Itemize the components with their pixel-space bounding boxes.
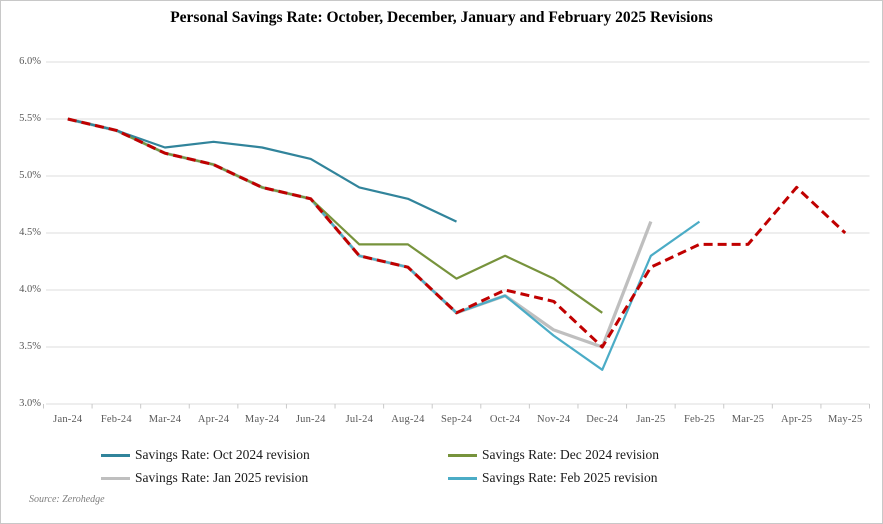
x-axis-label: Apr-25 — [780, 414, 813, 425]
legend-label: Savings Rate: Jan 2025 revision — [135, 470, 309, 485]
x-axis-label: Jul-24 — [345, 414, 374, 425]
x-axis-label: Nov-24 — [537, 414, 571, 425]
legend-item: Savings Rate: Dec 2024 revision — [448, 447, 728, 463]
y-axis-label: 6.0% — [19, 56, 41, 67]
x-axis-label: Oct-24 — [489, 414, 521, 425]
legend-item: Savings Rate: Feb 2025 revision — [448, 470, 728, 486]
y-axis-label: 5.5% — [19, 113, 41, 124]
legend-swatch — [448, 476, 477, 480]
source-note: Source: Zerohedge — [29, 494, 105, 505]
x-axis-label: Mar-24 — [148, 414, 182, 425]
y-axis-label: 3.0% — [19, 398, 41, 409]
x-axis-label: Feb-24 — [100, 414, 132, 425]
x-axis-label: Jun-24 — [295, 414, 326, 425]
series-line-unlabeled-red-dashed — [67, 117, 847, 349]
legend-swatch — [448, 453, 477, 457]
x-axis-label: Apr-24 — [197, 414, 230, 425]
legend-label: Savings Rate: Feb 2025 revision — [482, 470, 658, 485]
chart-legend: Savings Rate: Oct 2024 revision Savings R… — [101, 447, 728, 486]
series-line-savings-rate-dec-2024-revision — [67, 117, 603, 314]
x-axis-label: Sep-24 — [441, 414, 472, 425]
x-axis-label: Feb-25 — [683, 414, 715, 425]
legend-label: Savings Rate: Dec 2024 revision — [482, 447, 659, 462]
x-axis-label: May-24 — [244, 414, 280, 425]
x-axis-label: Jan-24 — [53, 414, 83, 425]
x-axis-label: Aug-24 — [391, 414, 425, 425]
chart-title: Personal Savings Rate: October, December… — [170, 9, 713, 26]
y-axis-label: 3.5% — [19, 341, 41, 352]
y-axis-label: 5.0% — [19, 170, 41, 181]
legend-swatch — [101, 476, 130, 480]
x-axis-label: May-25 — [827, 414, 863, 425]
y-axis-label: 4.0% — [19, 284, 41, 295]
legend-label: Savings Rate: Oct 2024 revision — [135, 447, 310, 462]
series-line-savings-rate-oct-2024-revision — [67, 117, 457, 223]
x-axis-label: Dec-24 — [586, 414, 619, 425]
x-axis-label: Mar-25 — [731, 414, 765, 425]
legend-swatch — [101, 453, 130, 457]
x-axis-label: Jan-25 — [636, 414, 666, 425]
y-axis-label: 4.5% — [19, 227, 41, 238]
legend-item: Savings Rate: Jan 2025 revision — [101, 470, 448, 486]
legend-item: Savings Rate: Oct 2024 revision — [101, 447, 448, 463]
